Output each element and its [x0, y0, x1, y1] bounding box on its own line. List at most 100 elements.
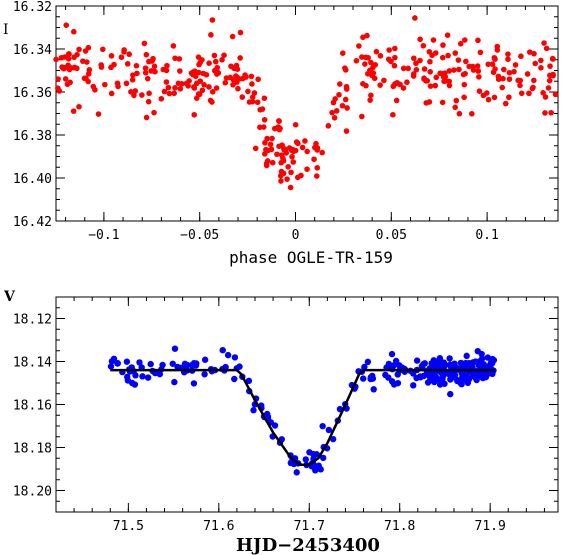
data-point — [440, 73, 447, 80]
x-tick-label: 0 — [292, 228, 300, 243]
data-point — [264, 158, 271, 164]
data-point — [517, 82, 523, 89]
data-point — [158, 95, 165, 102]
data-point — [368, 59, 374, 66]
data-point — [254, 99, 261, 106]
data-point — [114, 360, 121, 367]
data-point — [121, 49, 127, 55]
data-point — [446, 82, 453, 89]
data-point — [267, 141, 274, 148]
data-point — [542, 94, 549, 100]
data-point — [400, 85, 407, 91]
y-tick-label: 16.36 — [13, 86, 52, 101]
data-point — [427, 69, 433, 75]
bottom-panel-time-plot: 71.5 71.6 71.7 71.8 71.9 18.12 18.14 18.16 18.18… — [3, 289, 559, 555]
data-point — [446, 355, 453, 362]
data-point — [92, 86, 98, 93]
data-point — [336, 92, 342, 98]
data-point — [311, 156, 317, 163]
data-point — [195, 69, 202, 76]
data-point — [470, 359, 477, 366]
data-point — [439, 375, 446, 382]
data-point — [506, 76, 513, 82]
data-point — [494, 47, 501, 53]
data-point — [299, 144, 306, 151]
top-x-axis-title: phase OGLE-TR-159 — [229, 248, 393, 267]
data-point — [359, 113, 365, 120]
data-point — [285, 164, 291, 170]
y-tick-label: 16.42 — [13, 215, 52, 230]
data-point — [531, 50, 537, 57]
data-point — [144, 75, 151, 82]
data-point — [420, 42, 427, 49]
data-point — [208, 32, 214, 38]
data-point — [410, 73, 417, 79]
data-point — [186, 78, 192, 84]
data-point — [139, 92, 145, 98]
data-point — [195, 91, 202, 97]
data-point — [262, 151, 268, 157]
data-point — [269, 135, 275, 142]
data-point — [453, 97, 460, 104]
data-point — [276, 118, 282, 124]
data-point — [393, 97, 400, 104]
data-point — [469, 63, 476, 70]
data-point — [278, 152, 285, 158]
data-point — [532, 60, 539, 67]
data-point — [487, 359, 495, 366]
data-point — [485, 96, 492, 103]
data-point — [66, 51, 72, 57]
data-point — [82, 48, 89, 54]
data-point — [397, 81, 403, 88]
data-point — [264, 135, 270, 142]
data-point — [477, 372, 484, 380]
data-point — [476, 74, 482, 80]
data-point — [421, 76, 427, 82]
data-point — [538, 57, 544, 64]
data-point — [436, 381, 444, 388]
data-point — [177, 85, 184, 92]
data-point — [342, 96, 349, 103]
data-point — [330, 99, 337, 106]
data-point — [548, 109, 554, 116]
data-point — [447, 390, 454, 398]
data-point — [199, 87, 206, 94]
data-point — [446, 68, 453, 74]
data-point — [141, 40, 148, 47]
data-point — [171, 90, 177, 97]
data-point — [542, 110, 548, 116]
data-point — [377, 82, 383, 88]
top-plot-frame — [55, 5, 559, 222]
data-point — [388, 350, 396, 358]
data-point — [239, 94, 246, 100]
data-point — [148, 68, 154, 74]
data-point — [214, 71, 220, 77]
data-point — [288, 169, 294, 176]
data-point — [246, 99, 253, 105]
data-point — [320, 454, 327, 462]
data-point — [147, 360, 154, 368]
data-point — [280, 157, 287, 164]
data-point — [276, 126, 283, 133]
data-point — [421, 66, 428, 72]
data-point — [190, 380, 198, 387]
data-point — [129, 77, 136, 83]
data-point — [295, 140, 301, 147]
data-point — [365, 54, 371, 61]
bottom-transit-model-line — [110, 368, 495, 466]
data-point — [245, 377, 253, 385]
data-point — [538, 65, 544, 71]
data-point — [203, 71, 210, 78]
data-point — [58, 54, 65, 61]
data-point — [485, 61, 492, 68]
data-point — [271, 422, 279, 429]
data-point — [288, 147, 295, 153]
bottom-y-axis-title: V — [3, 289, 16, 305]
data-point — [56, 88, 63, 94]
data-point — [526, 49, 533, 55]
data-point — [413, 374, 420, 382]
data-point — [293, 469, 300, 476]
data-point — [430, 357, 437, 364]
data-point — [219, 346, 226, 354]
data-point — [315, 462, 322, 469]
